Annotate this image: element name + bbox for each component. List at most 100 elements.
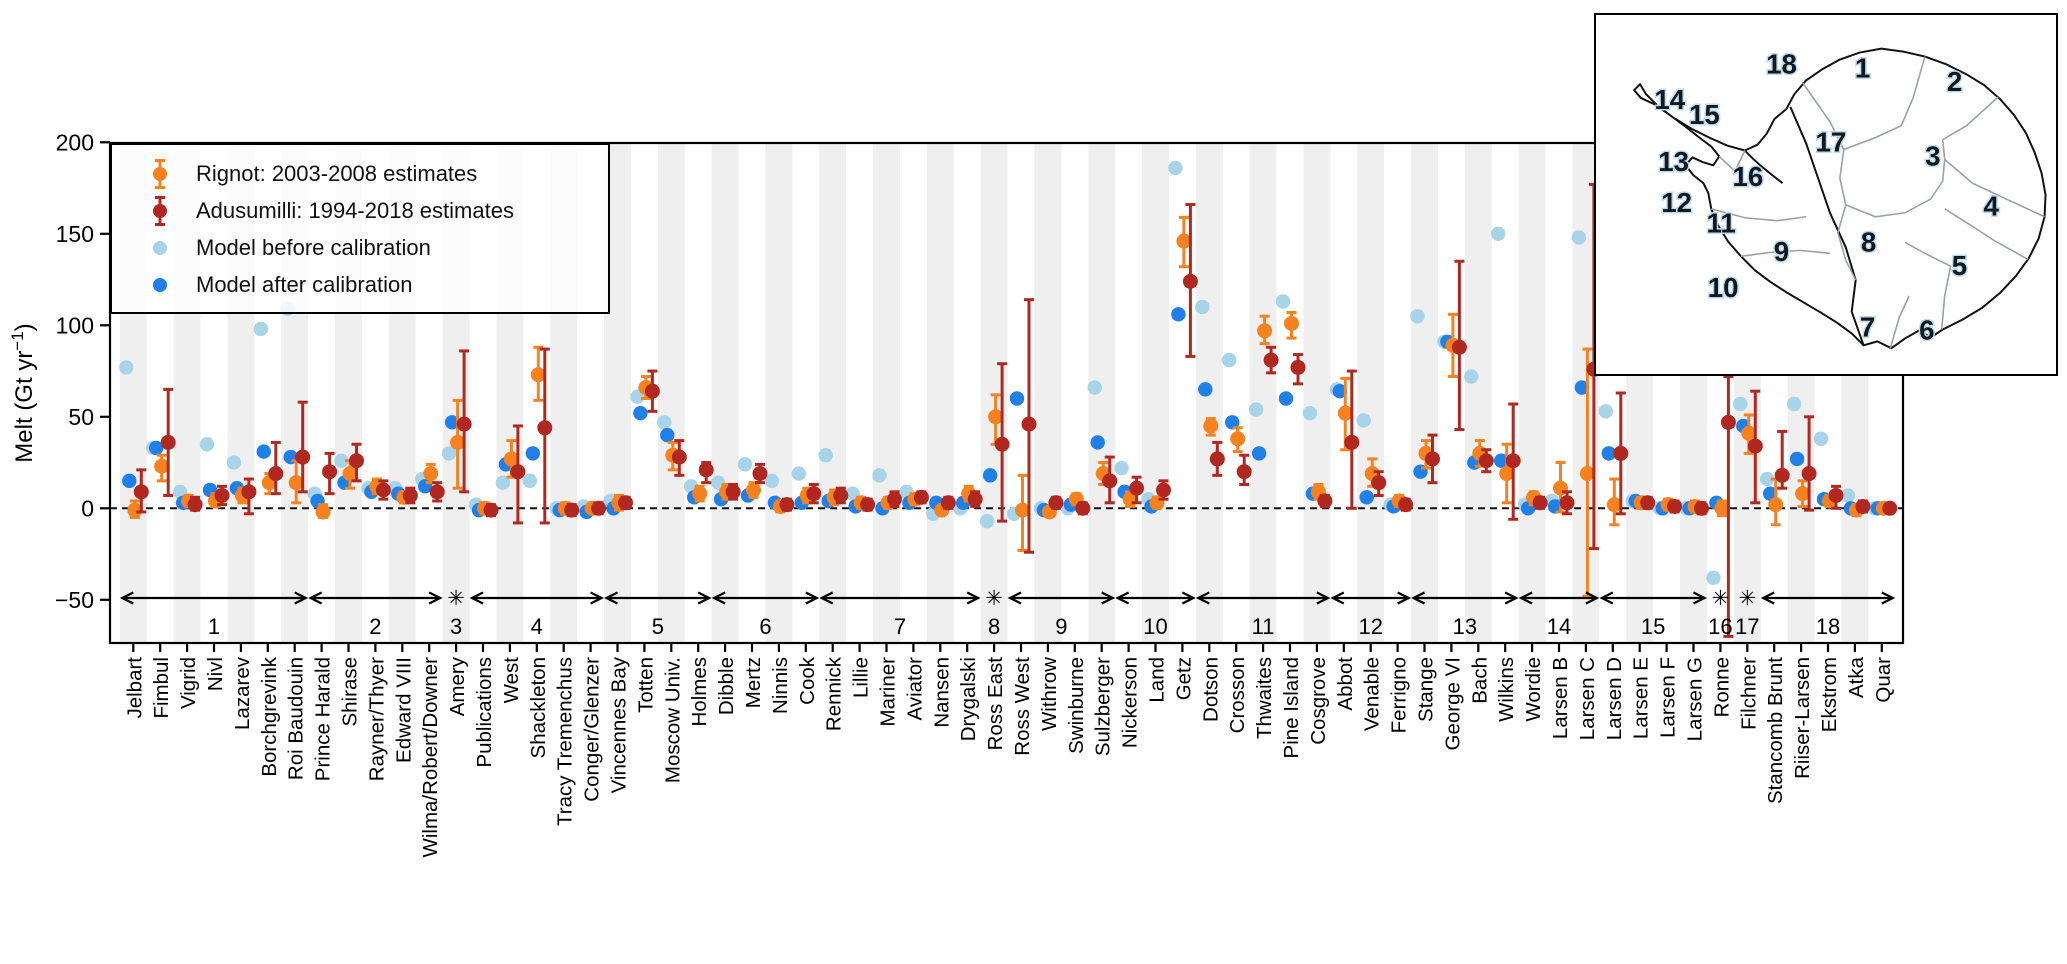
data-point: [149, 440, 164, 456]
data-point: [537, 420, 553, 436]
x-tick-label: Larsen G: [1684, 657, 1707, 741]
data-point: [1813, 431, 1829, 446]
x-tick-label: Cosgrove: [1307, 657, 1330, 745]
data-point: [1015, 502, 1030, 518]
data-point: [1102, 473, 1118, 489]
data-point: [483, 502, 499, 518]
x-tick-label: Amery: [446, 656, 469, 716]
data-point: [522, 473, 537, 489]
x-tick-label: Jelbart: [123, 657, 146, 719]
adusumilli-errorbar-icon: [152, 195, 168, 227]
data-point: [187, 497, 203, 513]
map-region-number: 5: [1952, 250, 1967, 281]
data-point: [1606, 497, 1622, 513]
data-point: [530, 367, 546, 383]
x-tick-label: George VI: [1441, 657, 1464, 750]
data-point: [591, 500, 607, 516]
data-point: [1760, 471, 1775, 487]
legend-label: Model before calibration: [196, 234, 431, 260]
rignot-errorbar-icon: [152, 158, 168, 190]
x-tick-label: Venable: [1361, 657, 1384, 731]
data-point: [1451, 339, 1467, 355]
legend-entry-adusumilli: Adusumilli: 1994-2018 estimates: [112, 192, 608, 229]
data-point: [979, 513, 995, 529]
y-tick-label: 200: [56, 129, 94, 155]
data-point: [495, 475, 511, 490]
data-point: [1801, 466, 1817, 482]
region-number-label: 10: [1143, 614, 1167, 639]
x-tick-label: Holmes: [688, 657, 711, 727]
data-point: [1795, 486, 1811, 502]
x-tick-label: Mariner: [877, 657, 900, 727]
data-point: [806, 486, 822, 502]
legend-label: Adusumilli: 1994-2018 estimates: [196, 197, 514, 223]
data-point: [503, 451, 519, 467]
data-point: [1733, 396, 1748, 412]
data-point: [1398, 497, 1414, 513]
data-point: [1464, 369, 1479, 384]
data-point: [671, 449, 687, 465]
x-tick-label: West: [500, 657, 523, 704]
data-point: [1598, 404, 1614, 419]
data-point: [429, 484, 445, 500]
model-after-dot-icon: [152, 269, 168, 301]
data-point: [375, 482, 391, 498]
data-point: [423, 466, 439, 482]
x-tick-label: Filchner: [1737, 657, 1760, 730]
data-point: [1425, 451, 1440, 467]
data-point: [154, 458, 170, 474]
data-point: [1195, 299, 1210, 315]
data-point: [1359, 490, 1374, 505]
data-point: [988, 409, 1004, 425]
region-boundary: [1940, 266, 1952, 330]
data-point: [1021, 416, 1037, 432]
data-point: [349, 453, 364, 469]
data-point: [1344, 434, 1360, 450]
data-point: [994, 436, 1010, 452]
data-point: [1532, 495, 1548, 511]
map-region-number: 16: [1732, 161, 1763, 192]
data-point: [1706, 570, 1721, 586]
data-point: [1547, 499, 1563, 514]
data-point: [1087, 380, 1102, 395]
x-tick-label: Larsen D: [1603, 657, 1626, 740]
x-tick-label: Abbot: [1334, 657, 1357, 711]
region-number-label: 14: [1547, 614, 1571, 639]
map-region-number: 8: [1861, 226, 1876, 257]
single-shelf-region-star: ✳: [447, 587, 465, 610]
data-point: [1505, 453, 1521, 469]
data-point: [226, 455, 242, 470]
x-tick-label: Totten: [634, 657, 657, 713]
data-point: [1114, 460, 1129, 476]
data-point: [940, 495, 956, 511]
x-tick-label: Thwaites: [1253, 657, 1276, 739]
legend-entry-rignot: Rignot: 2003-2008 estimates: [112, 155, 608, 192]
y-tick-label: 150: [56, 221, 94, 247]
data-point: [698, 462, 714, 478]
data-point: [119, 360, 134, 375]
data-point: [1714, 500, 1730, 516]
y-tick-label: 100: [56, 312, 94, 338]
data-point: [122, 473, 137, 489]
map-region-number: 9: [1774, 236, 1789, 267]
legend-label: Rignot: 2003-2008 estimates: [196, 160, 478, 186]
x-tick-label: Nickerson: [1119, 657, 1142, 748]
x-tick-label: Ninnis: [769, 657, 792, 714]
region-number-label: 11: [1252, 614, 1275, 639]
x-tick-label: Rennick: [823, 656, 846, 731]
x-tick-label: Drygalski: [957, 657, 980, 741]
data-point: [564, 502, 580, 518]
x-tick-label: Prince Harald: [312, 657, 335, 781]
map-region-number: 3: [1925, 140, 1940, 171]
x-tick-label: Mertz: [742, 657, 765, 708]
chart-legend: Rignot: 2003-2008 estimates Adusumilli: …: [110, 143, 610, 314]
region-boundary: [1889, 295, 1910, 349]
region-boundary: [1944, 208, 1972, 227]
region-boundary: [1900, 56, 1926, 127]
data-point: [1789, 451, 1805, 467]
data-point: [1491, 226, 1506, 241]
data-point: [913, 489, 929, 505]
region-boundary: [1904, 241, 1951, 267]
x-tick-label: Larsen B: [1549, 657, 1572, 739]
data-point: [1356, 413, 1371, 428]
